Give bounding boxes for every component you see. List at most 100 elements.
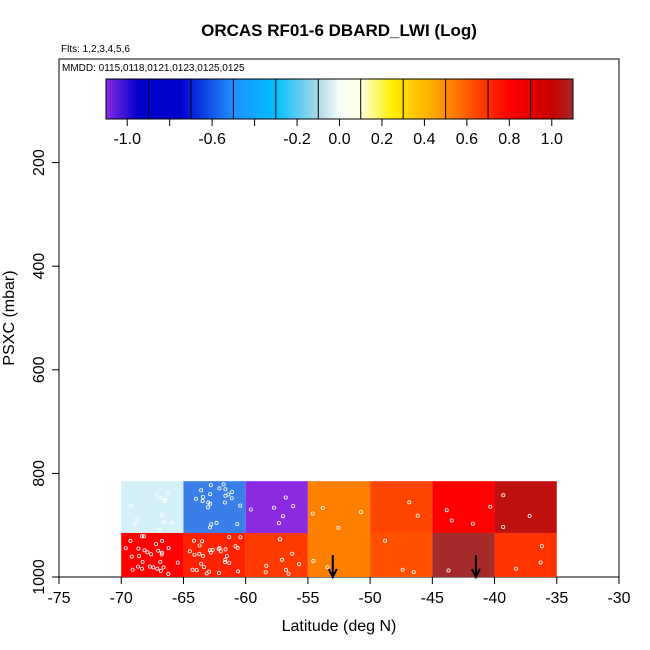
observation-point — [193, 496, 198, 501]
heatmap-cell — [307, 532, 371, 577]
heatmap-cell — [432, 532, 495, 577]
observation-point — [154, 492, 159, 497]
observation-point — [248, 507, 253, 512]
x-tick-label: -60 — [234, 590, 257, 607]
observation-point — [160, 513, 165, 518]
observation-point — [139, 534, 144, 539]
observation-point — [139, 566, 144, 571]
observation-point — [208, 492, 213, 497]
observation-point — [136, 554, 141, 559]
colorbar-tick-label: -1.0 — [113, 131, 141, 148]
observation-point — [129, 503, 134, 508]
observation-point — [310, 511, 315, 516]
y-axis: 200 400 600 800 1000 — [31, 149, 59, 595]
observation-point — [208, 550, 213, 555]
colorbar-tick-label: -0.2 — [283, 131, 311, 148]
observation-point — [207, 548, 212, 553]
observation-point — [358, 510, 363, 515]
observation-point — [135, 564, 140, 569]
observation-point — [145, 550, 150, 555]
observation-point — [514, 566, 519, 571]
observation-point — [191, 538, 196, 543]
observation-point — [311, 558, 316, 563]
observation-point — [223, 547, 228, 552]
observation-point — [290, 551, 295, 556]
observation-point — [141, 534, 146, 539]
observation-point — [238, 503, 243, 508]
observation-point — [194, 568, 199, 573]
observation-point — [538, 560, 543, 565]
x-tick-label: -30 — [607, 590, 630, 607]
observation-point — [291, 504, 296, 509]
colorbar-tick-label: 0.4 — [413, 131, 435, 148]
observation-point — [280, 557, 285, 562]
observation-point — [218, 549, 223, 554]
observation-point — [130, 567, 135, 572]
observation-point — [488, 504, 493, 509]
x-tick-label: -50 — [359, 590, 382, 607]
heatmap-cell — [183, 481, 246, 533]
observation-point — [200, 553, 205, 558]
observation-point — [415, 513, 420, 518]
colorbar-tick-label: 0.8 — [498, 131, 520, 148]
observation-points — [123, 482, 544, 576]
observation-point — [208, 483, 213, 488]
observation-point — [158, 568, 163, 573]
observation-point — [149, 552, 154, 557]
x-axis-label: Latitude (deg N) — [282, 618, 397, 635]
observation-point — [132, 522, 137, 527]
observation-point — [286, 571, 291, 576]
observation-point — [336, 525, 341, 530]
observation-point — [296, 562, 301, 567]
dates-label: MMDD: 0115,0118,0121,0123,0125,0125 — [62, 63, 245, 74]
observation-point — [200, 498, 205, 503]
arrow-head — [470, 568, 481, 580]
observation-point — [470, 521, 475, 526]
observation-point — [223, 493, 228, 498]
observation-point — [134, 518, 139, 523]
observation-point — [229, 490, 234, 495]
observation-point — [263, 570, 268, 575]
heatmap-cell — [370, 481, 433, 533]
observation-point — [217, 545, 222, 550]
observation-point — [161, 565, 166, 570]
observation-point — [205, 505, 210, 510]
observation-point — [142, 548, 147, 553]
observation-point — [129, 554, 134, 559]
observation-point — [166, 571, 171, 576]
observation-point — [223, 487, 228, 492]
observation-point — [197, 551, 202, 556]
colorbar-tick-label: 0.6 — [456, 131, 478, 148]
y-axis-label: PSXC (mbar) — [1, 270, 18, 365]
observation-point — [155, 566, 160, 571]
observation-point — [446, 568, 451, 573]
colorbar-tick-label: 0.0 — [328, 131, 350, 148]
arrow-head — [327, 568, 338, 580]
colorbar-tick-label: -0.6 — [198, 131, 226, 148]
observation-point — [208, 525, 213, 530]
observation-point — [444, 508, 449, 513]
observation-point — [156, 548, 161, 553]
x-tick-label: -55 — [296, 590, 319, 607]
observation-point — [407, 500, 412, 505]
observation-point — [411, 570, 416, 575]
observation-point — [238, 535, 243, 540]
heatmap-cell — [307, 481, 371, 533]
observation-point — [166, 546, 171, 551]
observation-point — [224, 554, 229, 559]
x-tick-label: -40 — [483, 590, 506, 607]
observation-point — [159, 552, 164, 557]
observation-point — [147, 564, 152, 569]
arrow-marker — [327, 555, 338, 580]
observation-point — [128, 538, 133, 543]
y-tick-label: 400 — [31, 253, 48, 280]
observation-point — [539, 544, 544, 549]
observation-point — [200, 494, 205, 499]
observation-point — [151, 565, 156, 570]
y-tick-label: 1000 — [31, 559, 48, 595]
observation-point — [161, 520, 166, 525]
y-tick-label: 200 — [31, 149, 48, 176]
x-tick-label: -45 — [421, 590, 444, 607]
observation-point — [123, 546, 128, 551]
observation-point — [158, 496, 163, 501]
